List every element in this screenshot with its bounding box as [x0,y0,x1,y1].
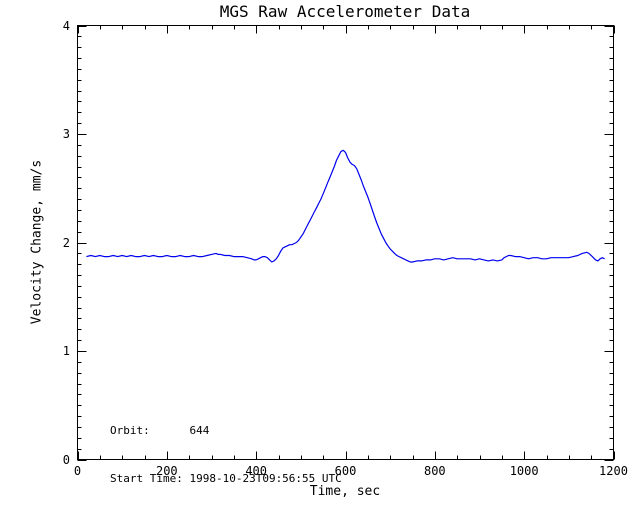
y-tick-label: 3 [62,127,70,141]
x-tick-label: 600 [334,464,357,478]
x-tick-label: 800 [423,464,446,478]
x-axis-label: Time, sec [309,484,381,499]
y-tick-label: 1 [62,344,70,358]
x-tick-label: 200 [155,464,178,478]
y-tick-label: 0 [62,452,70,467]
data-series-line [86,149,605,263]
x-tick-label: 0 [73,464,82,478]
annotation-orbit: Orbit: 644 [110,424,210,437]
y-tick-label: 2 [62,235,70,250]
annotation-start-time: Start Time: 1998-10-23T09:56:55 UTC [110,472,342,485]
y-tick-label: 4 [62,18,70,33]
chart-title: MGS Raw Accelerometer Data [219,2,471,21]
x-tick-label: 1200 [599,464,628,478]
x-tick-label: 1000 [509,464,539,478]
plot-frame [77,25,614,460]
annotation-block: Orbit: 644 Start Time: 1998-10-23T09:56:… [110,391,342,512]
x-tick-label: 400 [245,464,267,478]
y-axis-label: Velocity Change, mm/s [29,159,45,325]
